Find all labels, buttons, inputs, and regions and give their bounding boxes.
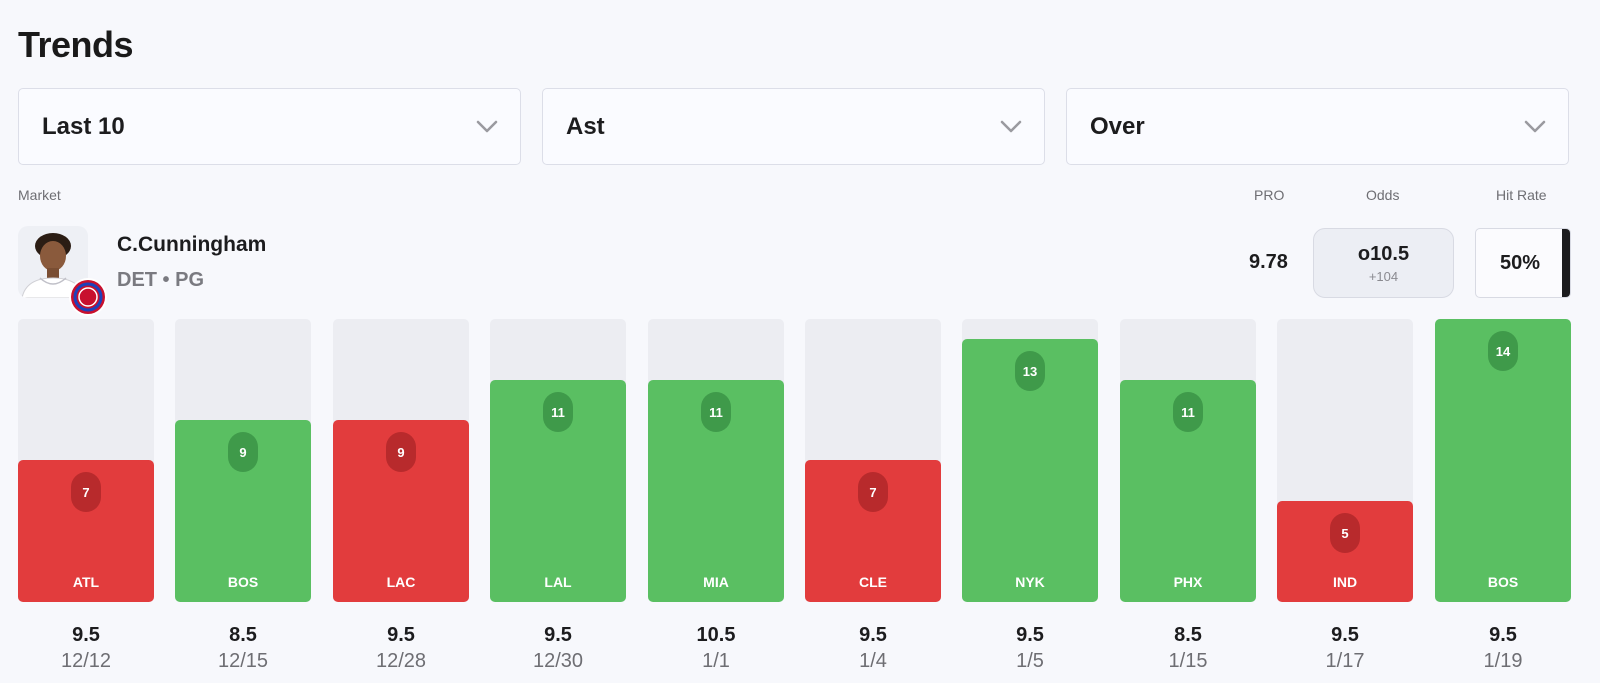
game-date-label: 12/15	[217, 650, 269, 672]
game-bar: 9 LAC	[333, 420, 469, 602]
game-bar: 9 BOS	[175, 420, 311, 602]
game-bar: 7 CLE	[805, 460, 941, 602]
player-team-position: DET • PG	[117, 269, 205, 291]
game-date-label: 12/30	[532, 650, 584, 672]
opponent-label: MIA	[703, 574, 729, 590]
stat-value-label: 11	[543, 392, 573, 432]
stat-value-label: 11	[1173, 392, 1203, 432]
game-date-label: 12/28	[375, 650, 427, 672]
stat-value-label: 7	[858, 472, 888, 512]
stat-value-label: 11	[701, 392, 731, 432]
prop-line-label: 9.5	[72, 624, 100, 646]
game-bar-column[interactable]: 11 PHX	[1120, 319, 1256, 602]
prop-line-label: 9.5	[1016, 624, 1044, 646]
opponent-label: PHX	[1173, 574, 1203, 590]
opponent-label: LAC	[386, 574, 416, 590]
odds-price: +104	[1368, 268, 1399, 284]
opponent-label: IND	[1332, 574, 1358, 590]
player-name[interactable]: C.Cunningham	[117, 233, 267, 256]
game-bar: 11 LAL	[490, 380, 626, 602]
prop-line-label: 9.5	[859, 624, 887, 646]
prop-line-label: 9.5	[1489, 624, 1517, 646]
game-bar: 11 MIA	[648, 380, 784, 602]
opponent-label: BOS	[227, 574, 259, 590]
game-date-label: 1/1	[702, 650, 730, 672]
game-bar-column[interactable]: 14 BOS	[1435, 319, 1571, 602]
odds-header: Odds	[1366, 187, 1400, 203]
game-date-label: 1/4	[859, 650, 887, 672]
prop-line-label: 9.5	[1331, 624, 1359, 646]
game-bar: 11 PHX	[1120, 380, 1256, 602]
pro-header: PRO	[1254, 187, 1285, 203]
game-bar: 5 IND	[1277, 501, 1413, 602]
prop-line-label: 10.5	[696, 624, 736, 646]
game-date-label: 1/15	[1168, 650, 1208, 672]
game-bar-column[interactable]: 7 ATL	[18, 319, 154, 602]
hit-rate-header: Hit Rate	[1496, 187, 1547, 203]
stat-dropdown-label: Ast	[566, 112, 605, 140]
prop-line-label: 8.5	[1174, 624, 1202, 646]
opponent-label: BOS	[1487, 574, 1519, 590]
stat-value-label: 9	[386, 432, 416, 472]
stat-value-label: 14	[1488, 331, 1518, 371]
game-bar: 13 NYK	[962, 339, 1098, 602]
game-bar-column[interactable]: 13 NYK	[962, 319, 1098, 602]
hit-rate-box: 50%	[1475, 228, 1571, 298]
stat-value-label: 5	[1330, 513, 1360, 553]
opponent-label: ATL	[72, 574, 100, 590]
game-date-label: 12/12	[60, 650, 112, 672]
team-logo-icon	[69, 278, 107, 316]
opponent-label: LAL	[544, 574, 572, 590]
opponent-label: NYK	[1015, 574, 1045, 590]
odds-line: o10.5	[1357, 242, 1410, 265]
game-date-label: 1/19	[1483, 650, 1523, 672]
side-dropdown-label: Over	[1090, 112, 1145, 140]
game-bar: 14 BOS	[1435, 319, 1571, 602]
game-bar-column[interactable]: 9 LAC	[333, 319, 469, 602]
odds-button[interactable]: o10.5 +104	[1313, 228, 1454, 298]
prop-line-label: 9.5	[387, 624, 415, 646]
pro-projection: 9.78	[1249, 251, 1288, 273]
game-bar-column[interactable]: 11 MIA	[648, 319, 784, 602]
hit-rate-indicator	[1562, 229, 1570, 297]
market-header: Market	[18, 187, 61, 203]
game-bar-column[interactable]: 5 IND	[1277, 319, 1413, 602]
hit-rate-value: 50%	[1499, 251, 1541, 274]
game-bar-column[interactable]: 9 BOS	[175, 319, 311, 602]
page-title: Trends	[18, 24, 134, 65]
stat-value-label: 9	[228, 432, 258, 472]
side-dropdown[interactable]: Over	[1066, 88, 1569, 165]
game-bar-column[interactable]: 11 LAL	[490, 319, 626, 602]
game-bar: 7 ATL	[18, 460, 154, 602]
chevron-down-icon	[1524, 120, 1546, 132]
range-dropdown-label: Last 10	[42, 112, 125, 140]
game-date-label: 1/5	[1016, 650, 1044, 672]
chevron-down-icon	[1000, 120, 1022, 132]
prop-line-label: 8.5	[229, 624, 257, 646]
range-dropdown[interactable]: Last 10	[18, 88, 521, 165]
player-avatar[interactable]	[18, 226, 88, 298]
opponent-label: CLE	[859, 574, 887, 590]
player-headshot-icon	[21, 233, 85, 298]
game-bar-column[interactable]: 7 CLE	[805, 319, 941, 602]
stat-dropdown[interactable]: Ast	[542, 88, 1045, 165]
game-date-label: 1/17	[1325, 650, 1365, 672]
stat-value-label: 13	[1015, 351, 1045, 391]
stat-value-label: 7	[71, 472, 101, 512]
chevron-down-icon	[476, 120, 498, 132]
prop-line-label: 9.5	[544, 624, 572, 646]
